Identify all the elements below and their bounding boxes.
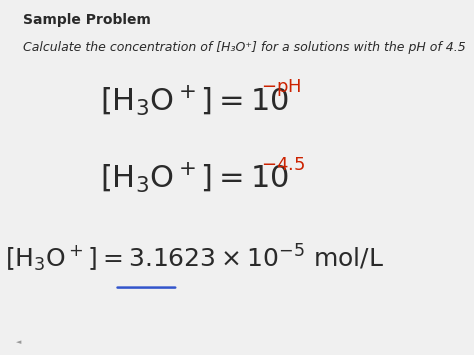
Text: Sample Problem: Sample Problem [23,13,151,27]
Text: Calculate the concentration of [H₃O⁺] for a solutions with the pH of 4.5: Calculate the concentration of [H₃O⁺] fo… [23,41,466,54]
Text: ◄: ◄ [16,339,21,345]
Text: $[\mathrm{H_3O^+}] = 10$: $[\mathrm{H_3O^+}] = 10$ [100,160,289,195]
Text: $\mathrm{-4.5}$: $\mathrm{-4.5}$ [261,156,305,174]
Text: $[\mathrm{H_3O^+}] = 3.1623 \times 10^{-5}\ \mathrm{mol/L}$: $[\mathrm{H_3O^+}] = 3.1623 \times 10^{-… [5,242,384,274]
Text: $[\mathrm{H_3O^+}] = 10$: $[\mathrm{H_3O^+}] = 10$ [100,83,289,118]
Text: $\mathrm{-pH}$: $\mathrm{-pH}$ [261,77,301,98]
